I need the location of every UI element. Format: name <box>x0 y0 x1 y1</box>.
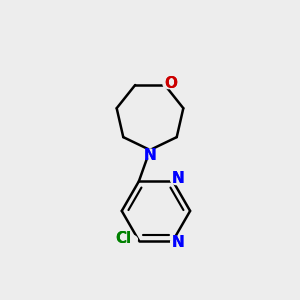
Text: O: O <box>164 76 177 91</box>
Text: N: N <box>172 236 185 250</box>
Text: Cl: Cl <box>115 231 131 246</box>
Ellipse shape <box>163 80 174 88</box>
Ellipse shape <box>171 237 182 246</box>
Ellipse shape <box>119 235 137 244</box>
Text: O: O <box>164 76 177 91</box>
Ellipse shape <box>144 149 156 158</box>
Text: N: N <box>172 236 185 250</box>
Ellipse shape <box>171 176 182 184</box>
Text: N: N <box>172 172 185 187</box>
Text: Cl: Cl <box>115 231 131 246</box>
Text: N: N <box>144 148 156 164</box>
Text: N: N <box>144 148 156 164</box>
Text: N: N <box>172 172 185 187</box>
